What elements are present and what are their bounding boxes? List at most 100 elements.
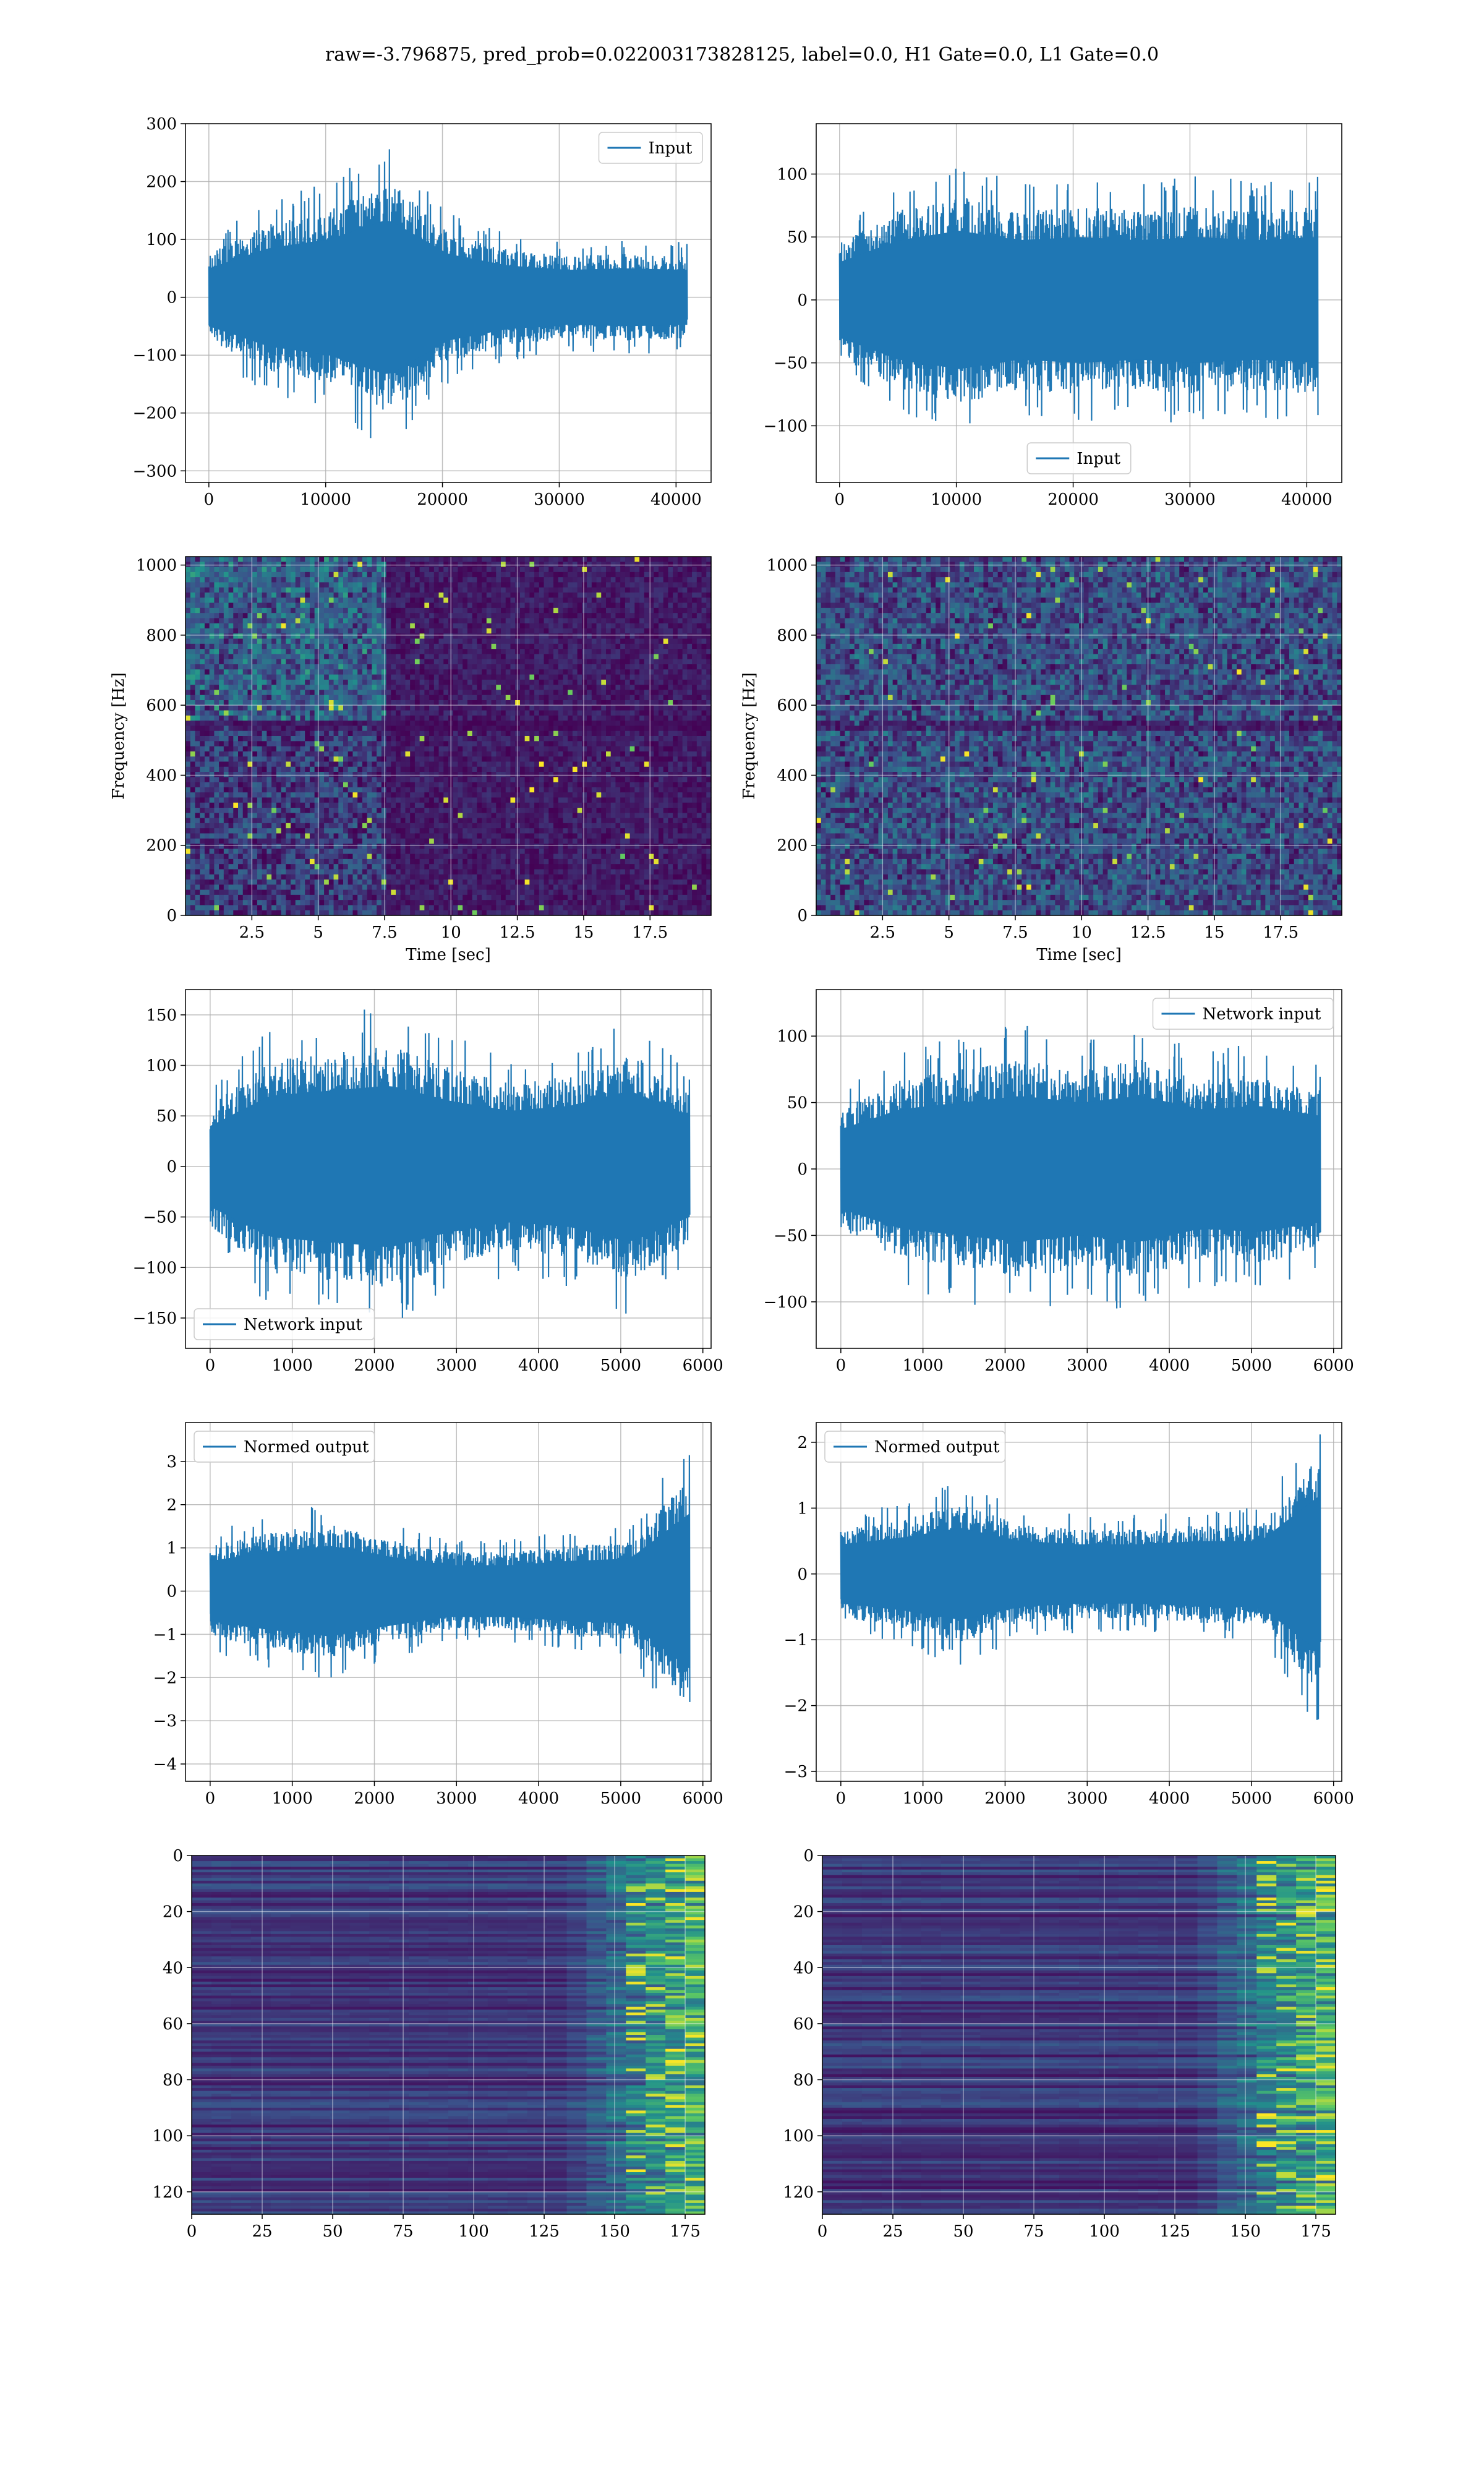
- spectrogram-cell: [219, 880, 224, 885]
- spectrogram-cell: [343, 895, 348, 901]
- spectrogram-cell: [219, 864, 224, 870]
- spectrogram-cell: [319, 747, 324, 752]
- spectrogram-cell: [315, 690, 320, 695]
- spectrogram-cell: [415, 818, 420, 824]
- spectrogram-cell: [429, 797, 434, 803]
- spectrogram-cell: [190, 761, 195, 767]
- spectrogram-cell: [401, 905, 406, 910]
- spectrogram-cell: [291, 782, 296, 788]
- spectrogram-cell: [310, 741, 315, 747]
- spectrogram-cell: [305, 890, 310, 896]
- spectrogram-cell: [401, 690, 406, 695]
- spectrogram-cell: [252, 731, 257, 737]
- spectrogram-cell: [238, 649, 243, 654]
- spectrogram-cell: [262, 685, 267, 690]
- spectrogram-cell: [424, 731, 429, 737]
- spectrogram-cell: [219, 690, 224, 695]
- spectrogram-cell: [186, 792, 190, 798]
- spectrogram-cell: [420, 644, 425, 649]
- spectrogram-cell: [210, 649, 215, 654]
- spectrogram-cell: [315, 859, 320, 865]
- spectrogram-cell: [396, 777, 401, 782]
- spectrogram-cell: [233, 649, 238, 654]
- spectrogram-cell: [300, 623, 305, 629]
- spectrogram-cell: [334, 716, 339, 721]
- spectrogram-cell: [243, 839, 248, 844]
- spectrogram-cell: [410, 675, 415, 680]
- spectrogram-cell: [267, 808, 271, 813]
- spectrogram-cell: [439, 557, 444, 562]
- spectrogram-cell: [396, 705, 401, 711]
- spectrogram-cell: [276, 664, 281, 670]
- spectrogram-cell: [401, 567, 406, 573]
- spectrogram-cell: [415, 844, 420, 849]
- spectrogram-cell: [238, 726, 243, 731]
- spectrogram-cell: [243, 777, 248, 782]
- spectrogram-cell: [443, 593, 448, 598]
- spectrogram-cell: [386, 787, 391, 793]
- spectrogram-cell: [420, 597, 425, 603]
- spectrogram-cell: [367, 880, 372, 885]
- spectrogram-cell: [276, 669, 281, 675]
- spectrogram-cell: [362, 588, 367, 593]
- spectrogram-cell: [434, 736, 439, 742]
- spectrogram-cell: [200, 685, 205, 690]
- spectrogram-cell: [458, 577, 463, 583]
- spectrogram-cell: [224, 818, 229, 824]
- spectrogram-cell: [401, 890, 406, 896]
- spectrogram-cell: [434, 726, 439, 731]
- spectrogram-cell: [434, 669, 439, 675]
- spectrogram-cell: [305, 608, 310, 614]
- spectrogram-cell: [439, 751, 444, 757]
- spectrogram-cell: [257, 818, 262, 824]
- spectrogram-cell: [233, 741, 238, 747]
- spectrogram-cell: [391, 767, 396, 773]
- spectrogram-cell: [310, 895, 315, 901]
- spectrogram-cell: [434, 849, 439, 854]
- spectrogram-cell: [262, 680, 267, 685]
- spectrogram-cell: [214, 572, 219, 578]
- spectrogram-cell: [190, 690, 195, 695]
- spectrogram-cell: [257, 716, 262, 721]
- spectrogram-cell: [453, 705, 458, 711]
- spectrogram-cell: [391, 864, 396, 870]
- spectrogram-cell: [186, 844, 190, 849]
- spectrogram-cell: [391, 803, 396, 808]
- spectrogram-cell: [334, 905, 339, 910]
- spectrogram-cell: [214, 756, 219, 762]
- spectrogram-cell: [348, 869, 353, 875]
- spectrogram-cell: [186, 869, 190, 875]
- spectrogram-cell: [252, 639, 257, 644]
- spectrogram-cell: [257, 572, 262, 578]
- spectrogram-cell: [267, 828, 271, 834]
- spectrogram-cell: [252, 849, 257, 854]
- spectrogram-cell: [319, 690, 324, 695]
- spectrogram-cell: [286, 854, 291, 860]
- spectrogram-cell: [315, 654, 320, 659]
- spectrogram-cell: [200, 880, 205, 885]
- spectrogram-cell: [348, 659, 353, 665]
- spectrogram-cell: [382, 864, 386, 870]
- spectrogram-cell: [195, 593, 200, 598]
- spectrogram-cell: [305, 628, 310, 634]
- spectrogram-cell: [243, 736, 248, 742]
- spectrogram-cell: [310, 869, 315, 875]
- spectrogram-cell: [453, 849, 458, 854]
- spectrogram-cell: [257, 669, 262, 675]
- spectrogram-cell: [352, 572, 357, 578]
- spectrogram-cell: [186, 593, 190, 598]
- spectrogram-cell: [267, 803, 271, 808]
- spectrogram-cell: [391, 577, 396, 583]
- spectrogram-cell: [186, 623, 190, 629]
- spectrogram-cell: [315, 597, 320, 603]
- spectrogram-cell: [252, 875, 257, 880]
- spectrogram-cell: [252, 787, 257, 793]
- spectrogram-cell: [410, 859, 415, 865]
- spectrogram-cell: [205, 577, 210, 583]
- spectrogram-cell: [267, 597, 271, 603]
- spectrogram-cell: [443, 844, 448, 849]
- spectrogram-cell: [324, 649, 329, 654]
- spectrogram-cell: [338, 854, 343, 860]
- spectrogram-cell: [372, 618, 377, 623]
- spectrogram-cell: [420, 567, 425, 573]
